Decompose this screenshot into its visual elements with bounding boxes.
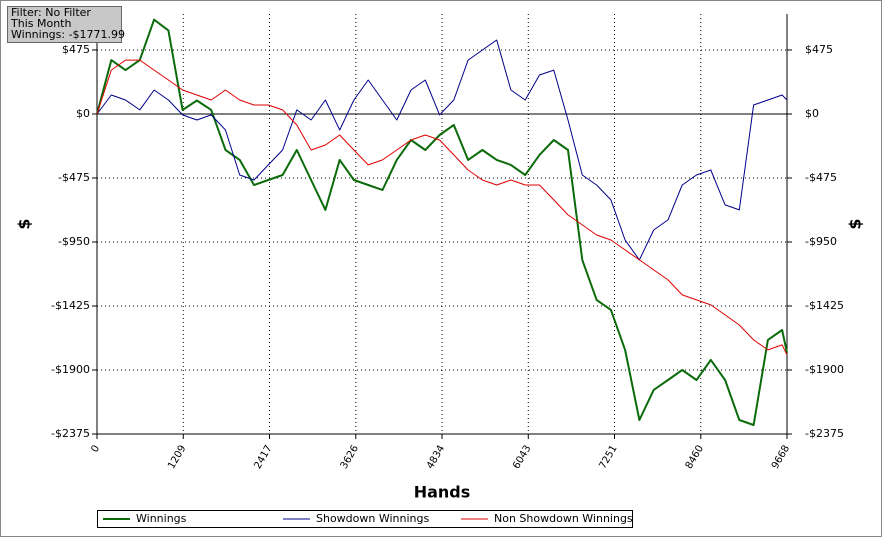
legend-label: Winnings (136, 512, 187, 525)
y2-axis-label: $ (846, 218, 865, 229)
y2-tick-label: -$2375 (805, 427, 844, 440)
series-line (96, 59, 788, 356)
info-box: Filter: No Filter This Month Winnings: -… (7, 6, 125, 43)
info-line: This Month (10, 17, 71, 30)
y2-tick-label: -$1425 (805, 299, 844, 312)
y-tick-label: -$950 (58, 235, 90, 248)
y-axis-label: $ (15, 218, 34, 229)
y-tick-label: $0 (76, 107, 90, 120)
y2-tick-label: -$1900 (805, 363, 844, 376)
y-tick-label: -$1425 (51, 299, 90, 312)
legend-label: Non Showdown Winnings (494, 512, 633, 525)
info-line: Winnings: -$1771.99 (11, 28, 125, 41)
legend-label: Showdown Winnings (316, 512, 430, 525)
info-box-bg (7, 6, 122, 43)
y-tick-label: -$475 (58, 171, 90, 184)
x-tick-label: 0 (89, 444, 102, 455)
y2-tick-label: $0 (805, 107, 819, 120)
y2-tick-label: -$475 (805, 171, 837, 184)
info-line: Filter: No Filter (11, 6, 91, 19)
y-tick-label: $475 (62, 43, 90, 56)
y-tick-label: -$2375 (51, 427, 90, 440)
y-tick-label: -$1900 (51, 363, 90, 376)
legend: Winnings Showdown Winnings Non Showdown Wi… (97, 510, 633, 528)
series-line (96, 39, 788, 261)
y2-tick-label: -$950 (805, 235, 837, 248)
y2-tick-label: $475 (805, 43, 833, 56)
x-axis-label: Hands (414, 483, 471, 502)
legend-box (97, 510, 633, 528)
series-line (96, 18, 788, 426)
